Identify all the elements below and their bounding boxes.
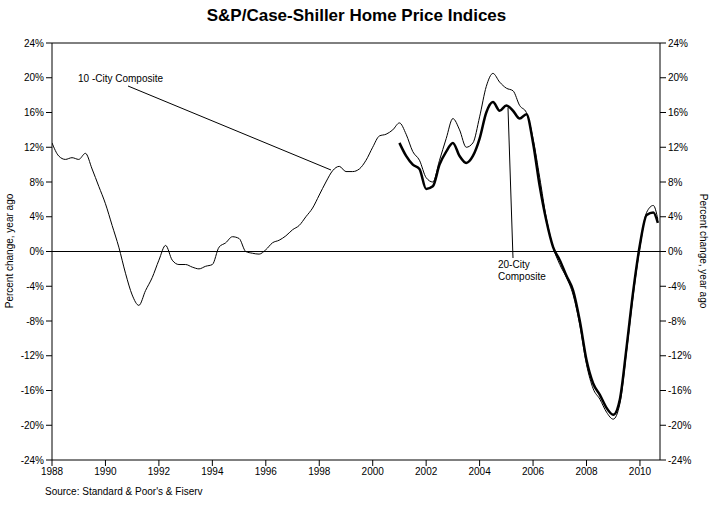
svg-text:16%: 16% <box>24 107 44 118</box>
svg-text:1992: 1992 <box>148 466 171 477</box>
svg-text:-4%: -4% <box>668 281 686 292</box>
svg-text:1998: 1998 <box>308 466 331 477</box>
svg-text:-24%: -24% <box>21 455 44 466</box>
svg-text:1996: 1996 <box>255 466 278 477</box>
svg-text:12%: 12% <box>668 142 688 153</box>
svg-text:-8%: -8% <box>26 316 44 327</box>
svg-text:1994: 1994 <box>201 466 224 477</box>
html-text:Source: Standard & Poor's & Fi: Source: Standard & Poor's & Fiserv <box>45 486 203 497</box>
svg-text:16%: 16% <box>668 107 688 118</box>
svg-text:-12%: -12% <box>668 350 691 361</box>
svg-text:1990: 1990 <box>94 466 117 477</box>
svg-text:1988: 1988 <box>41 466 64 477</box>
svg-text:20-CityComposite: 20-CityComposite <box>498 259 546 282</box>
svg-text:0%: 0% <box>668 246 683 257</box>
svg-text:-16%: -16% <box>21 385 44 396</box>
svg-text:20%: 20% <box>24 72 44 83</box>
svg-text:4%: 4% <box>668 211 683 222</box>
svg-text:-12%: -12% <box>21 350 44 361</box>
svg-text:Percent change, year ago: Percent change, year ago <box>8 193 15 308</box>
svg-text:Percent change, year ago: Percent change, year ago <box>698 194 705 309</box>
html-text:S&P/Case-Shiller Home Price In: S&P/Case-Shiller Home Price Indices <box>206 6 507 25</box>
svg-text:8%: 8% <box>30 177 45 188</box>
svg-text:-20%: -20% <box>668 420 691 431</box>
svg-text:24%: 24% <box>668 38 688 49</box>
svg-text:2006: 2006 <box>522 466 545 477</box>
svg-text:-4%: -4% <box>26 281 44 292</box>
svg-text:2008: 2008 <box>575 466 598 477</box>
svg-text:-24%: -24% <box>668 455 691 466</box>
svg-text:2002: 2002 <box>415 466 438 477</box>
svg-text:-8%: -8% <box>668 316 686 327</box>
svg-text:12%: 12% <box>24 142 44 153</box>
svg-text:-20%: -20% <box>21 420 44 431</box>
svg-text:2000: 2000 <box>362 466 385 477</box>
svg-text:2004: 2004 <box>468 466 491 477</box>
svg-text:0%: 0% <box>30 246 45 257</box>
svg-text:2010: 2010 <box>629 466 652 477</box>
svg-text:10 -City Composite: 10 -City Composite <box>78 73 163 84</box>
svg-text:20%: 20% <box>668 72 688 83</box>
svg-text:-16%: -16% <box>668 385 691 396</box>
svg-text:4%: 4% <box>30 211 45 222</box>
svg-text:24%: 24% <box>24 38 44 49</box>
svg-text:8%: 8% <box>668 177 683 188</box>
